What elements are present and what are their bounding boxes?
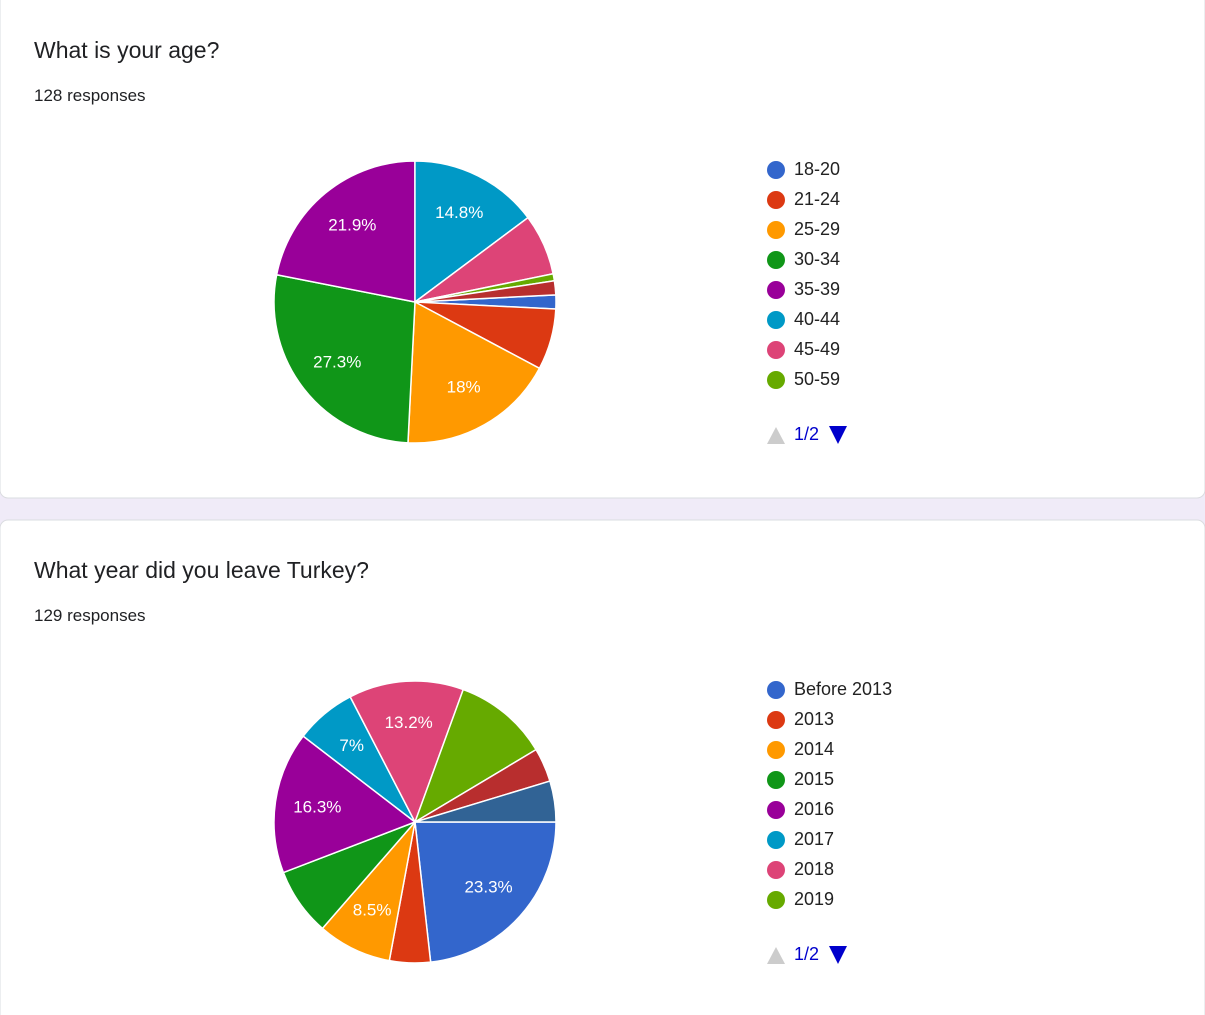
legend-swatch bbox=[767, 741, 785, 759]
legend-label: 18-20 bbox=[794, 159, 840, 179]
card bbox=[0, 0, 1205, 499]
legend-label: 30-34 bbox=[794, 249, 840, 269]
legend-label: 2016 bbox=[794, 799, 834, 819]
slice-label: 14.8% bbox=[435, 203, 483, 222]
legend-page: 1/2 bbox=[794, 424, 819, 444]
pie-slice bbox=[413, 688, 538, 824]
legend-swatch bbox=[767, 311, 785, 329]
slice-label: 18% bbox=[447, 377, 481, 396]
legend-prev[interactable] bbox=[767, 427, 785, 444]
legend-label: 2018 bbox=[794, 859, 834, 879]
legend-swatch bbox=[767, 251, 785, 269]
pie-slice bbox=[407, 300, 541, 444]
legend-label: 25-29 bbox=[794, 219, 840, 239]
legend-swatch bbox=[767, 191, 785, 209]
response-count: 129 responses bbox=[34, 606, 146, 625]
question-title: What year did you leave Turkey? bbox=[34, 557, 369, 583]
legend-label: 35-39 bbox=[794, 279, 840, 299]
response-count: 128 responses bbox=[34, 86, 146, 105]
pie-slice bbox=[273, 735, 417, 874]
legend-swatch bbox=[767, 891, 785, 909]
legend-label: 2013 bbox=[794, 709, 834, 729]
legend-label: Before 2013 bbox=[794, 679, 892, 699]
pie-slice bbox=[414, 160, 530, 304]
legend-label: 45-49 bbox=[794, 339, 840, 359]
legend-next[interactable] bbox=[829, 426, 847, 444]
legend-next[interactable] bbox=[829, 946, 847, 964]
slice-label: 27.3% bbox=[313, 352, 361, 371]
legend-label: 2019 bbox=[794, 889, 834, 909]
slice-label: 7% bbox=[339, 736, 364, 755]
legend-swatch bbox=[767, 711, 785, 729]
legend-swatch bbox=[767, 161, 785, 179]
legend-swatch bbox=[767, 221, 785, 239]
slice-label: 23.3% bbox=[464, 877, 512, 896]
pie-slice bbox=[275, 160, 416, 303]
legend-swatch bbox=[767, 281, 785, 299]
legend-swatch bbox=[767, 771, 785, 789]
legend-label: 2015 bbox=[794, 769, 834, 789]
legend-label: 50-59 bbox=[794, 369, 840, 389]
pie-slice bbox=[414, 821, 557, 963]
legend-label: 21-24 bbox=[794, 189, 840, 209]
slice-label: 13.2% bbox=[385, 713, 433, 732]
legend-label: 2017 bbox=[794, 829, 834, 849]
pie-slice bbox=[349, 680, 465, 824]
legend-page: 1/2 bbox=[794, 944, 819, 964]
legend-swatch bbox=[767, 341, 785, 359]
card bbox=[0, 519, 1205, 1015]
question-title: What is your age? bbox=[34, 37, 219, 63]
legend-swatch bbox=[767, 681, 785, 699]
slice-label: 8.5% bbox=[353, 900, 392, 919]
pie-slice bbox=[414, 279, 557, 303]
legend-swatch bbox=[767, 371, 785, 389]
legend-prev[interactable] bbox=[767, 947, 785, 964]
legend-label: 40-44 bbox=[794, 309, 840, 329]
legend-swatch bbox=[767, 801, 785, 819]
slice-label: 16.3% bbox=[293, 797, 341, 816]
pie-slice bbox=[273, 273, 416, 444]
pie-slice bbox=[414, 780, 557, 823]
legend-swatch bbox=[767, 861, 785, 879]
legend-swatch bbox=[767, 831, 785, 849]
legend-label: 2014 bbox=[794, 739, 834, 759]
slice-label: 21.9% bbox=[328, 215, 376, 234]
